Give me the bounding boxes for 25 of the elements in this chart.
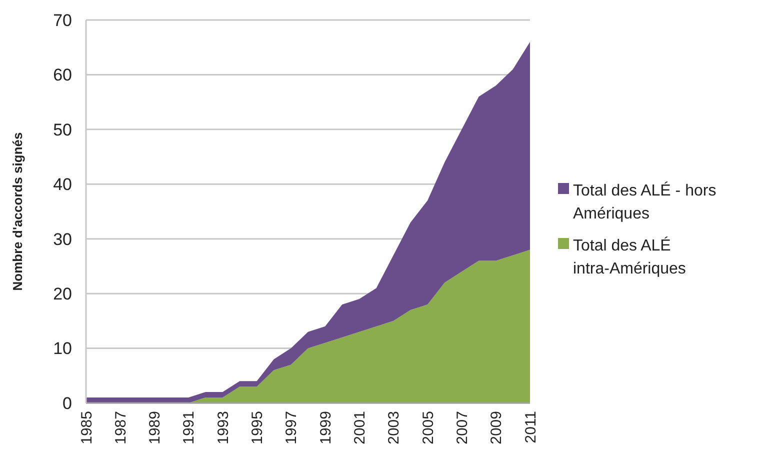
y-tick-label: 0: [62, 394, 72, 413]
x-tick-label: 1989: [146, 411, 164, 444]
x-tick-label: 2007: [454, 411, 471, 444]
x-tick-label: 2001: [351, 411, 368, 444]
legend-label: Total des ALÉ - hors Amériques: [573, 182, 716, 223]
x-tick-label: 1997: [283, 411, 300, 444]
y-tick-label: 40: [53, 175, 72, 194]
x-tick-label: 1993: [214, 411, 232, 444]
y-tick-label: 30: [53, 230, 72, 249]
x-tick-label: 1987: [112, 411, 130, 444]
x-tick-label: 2005: [420, 411, 437, 444]
x-tick-label: 1995: [249, 411, 266, 444]
legend-label: Total des ALÉ intra-Amériques: [573, 236, 686, 278]
x-tick-label: 2003: [386, 411, 403, 444]
y-axis-title: Nombre d'accords signés: [10, 132, 25, 291]
x-tick-label: 1991: [180, 411, 198, 444]
y-tick-label: 10: [53, 339, 72, 358]
x-tick-label: 1985: [78, 411, 96, 444]
y-tick-label: 50: [53, 120, 72, 140]
x-tick-label: 2009: [488, 411, 506, 444]
y-tick-label: 20: [53, 284, 72, 304]
x-tick-label: 2011: [522, 411, 540, 444]
y-tick-label: 60: [53, 66, 72, 85]
y-tick-label: 70: [53, 10, 72, 30]
x-tick-label: 1999: [317, 411, 334, 444]
